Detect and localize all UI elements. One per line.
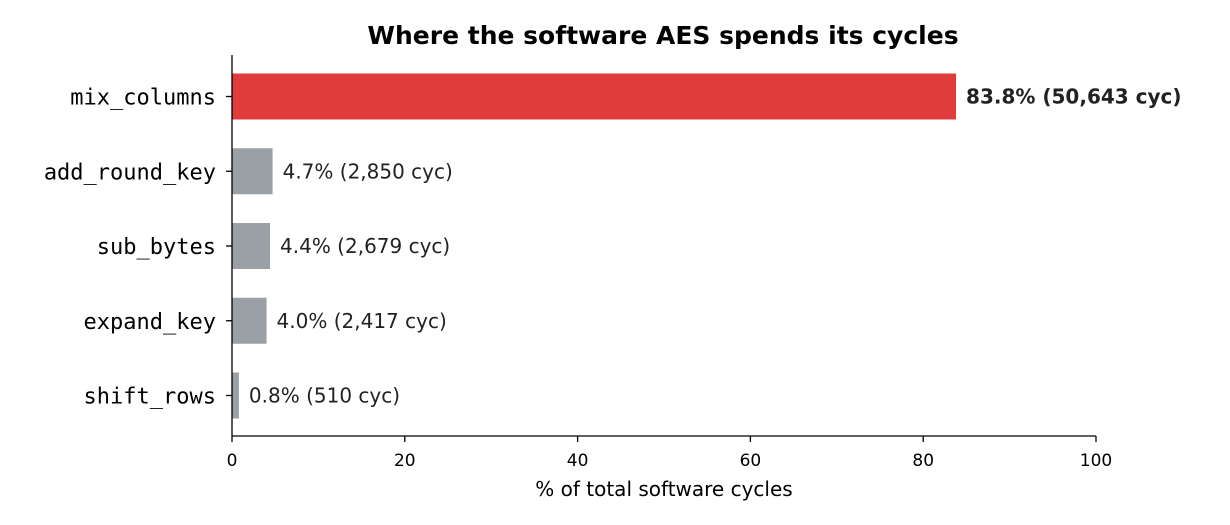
data-label: 4.0% (2,417 cyc) (277, 309, 447, 333)
chart-title: Where the software AES spends its cycles (367, 21, 958, 50)
data-label: 4.7% (2,850 cyc) (283, 159, 453, 183)
x-tick-label: 40 (567, 451, 589, 471)
y-tick-label: add_round_key (44, 160, 216, 185)
x-tick-label: 80 (912, 451, 934, 471)
y-tick-label: expand_key (84, 310, 216, 335)
bars-group (232, 73, 957, 419)
bar-mix-columns (232, 73, 957, 120)
x-tick-label: 60 (740, 451, 762, 471)
bar-expand-key (232, 297, 267, 344)
bar-sub-bytes (232, 223, 271, 269)
x-axis-label: % of total software cycles (535, 477, 792, 501)
y-tick-label: sub_bytes (97, 235, 216, 260)
data-label: 4.4% (2,679 cyc) (280, 234, 450, 258)
x-tick-label: 100 (1080, 451, 1112, 471)
y-tick-labels: mix_columns add_round_key sub_bytes expand_… (44, 86, 232, 410)
data-labels: 83.8% (50,643 cyc) 4.7% (2,850 cyc) 4.4% (… (249, 85, 1182, 408)
data-label: 83.8% (50,643 cyc) (966, 85, 1182, 109)
x-tick-label: 0 (227, 451, 238, 471)
y-tick-label: shift_rows (84, 385, 216, 410)
x-tick-label: 20 (394, 451, 416, 471)
x-ticks: 0 20 40 60 80 100 (227, 436, 1112, 471)
bar-shift-rows (232, 372, 239, 419)
bar-add-round-key (232, 148, 273, 195)
data-label: 0.8% (510 cyc) (249, 384, 400, 408)
y-tick-label: mix_columns (70, 86, 216, 111)
